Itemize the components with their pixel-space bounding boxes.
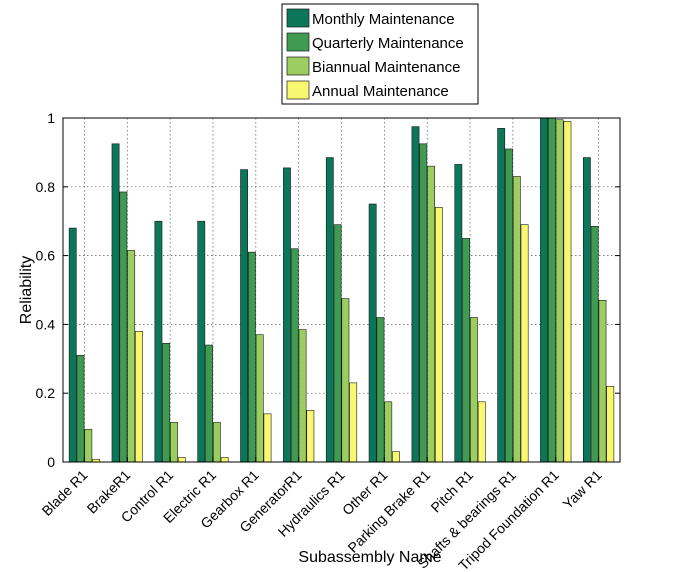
bar-2	[333, 224, 342, 463]
bar-4	[434, 207, 443, 463]
bar-2	[76, 355, 85, 463]
bar-3	[427, 165, 435, 463]
bar-4	[135, 330, 143, 463]
bar-4	[220, 457, 229, 463]
bar-2	[205, 344, 213, 463]
legend-label: Monthly Maintenance	[312, 11, 455, 28]
bar-1	[111, 143, 120, 463]
legend: Monthly Maintenance Quarterly Maintenance…	[281, 3, 479, 105]
bar-3	[255, 334, 264, 463]
bar-3	[212, 422, 221, 463]
x-axis-label: Subassembly Name	[298, 549, 441, 566]
y-tick-label: 0.8	[36, 179, 56, 195]
bar-1	[154, 220, 163, 463]
bar-3	[84, 429, 93, 463]
y-tick-label: 1	[47, 110, 55, 126]
bar-3	[170, 422, 178, 463]
legend-label: Annual Maintenance	[312, 83, 449, 100]
bar-4	[606, 386, 615, 463]
bar-3	[127, 250, 136, 463]
bar-1	[454, 164, 463, 463]
legend-box	[281, 3, 479, 105]
bar-4	[349, 382, 358, 463]
legend-items: Monthly Maintenance Quarterly Maintenance…	[286, 8, 464, 100]
legend-label: Quarterly Maintenance	[312, 35, 464, 52]
bar-1	[368, 203, 377, 463]
bar-2	[119, 191, 128, 463]
bar-3	[470, 317, 478, 463]
bar-2	[547, 117, 556, 463]
legend-swatch	[286, 80, 310, 100]
bar-1	[325, 157, 334, 463]
y-axis-label: Reliability	[18, 256, 35, 324]
bar-3	[598, 300, 607, 463]
bar-1	[411, 126, 420, 463]
bar-1	[240, 169, 249, 463]
bar-2	[505, 148, 513, 463]
y-tick-label: 0	[47, 454, 55, 470]
bar-4	[306, 410, 315, 463]
bar-1	[497, 128, 506, 463]
legend-swatch	[286, 32, 310, 52]
y-tick-labels: 0 0.2 0.4 0.6 0.8 1	[36, 110, 620, 470]
legend-swatch	[286, 8, 310, 28]
bar-1	[540, 117, 548, 463]
bar-3	[555, 119, 564, 463]
bar-3	[341, 298, 350, 463]
bar-3	[512, 176, 521, 463]
bar-4	[563, 121, 572, 463]
bar-1	[582, 157, 591, 463]
y-tick-label: 0.4	[36, 316, 56, 332]
bars	[68, 117, 615, 463]
bar-4	[520, 224, 529, 463]
bar-1	[197, 220, 206, 463]
legend-label: Biannual Maintenance	[312, 59, 460, 76]
bar-2	[376, 317, 385, 463]
bar-2	[290, 248, 299, 463]
bar-3	[384, 401, 393, 463]
y-tick-label: 0.2	[36, 385, 56, 401]
bar-4	[477, 401, 486, 463]
bar-1	[283, 167, 291, 463]
bar-1	[68, 227, 77, 463]
bar-2	[248, 251, 256, 463]
bar-2	[162, 343, 171, 463]
y-tick-label: 0.6	[36, 248, 56, 264]
legend-swatch	[286, 56, 310, 76]
x-tick-label: Parking Brake R1	[344, 467, 433, 556]
bar-2	[419, 143, 428, 463]
bar-4	[177, 457, 186, 463]
bar-4	[263, 413, 272, 463]
bar-2	[462, 238, 471, 463]
bar-4	[392, 451, 400, 463]
x-tick-label: Yaw R1	[559, 467, 604, 512]
bar-3	[298, 329, 307, 463]
bar-2	[590, 226, 599, 463]
x-tick-label: Blade R1	[39, 467, 91, 519]
